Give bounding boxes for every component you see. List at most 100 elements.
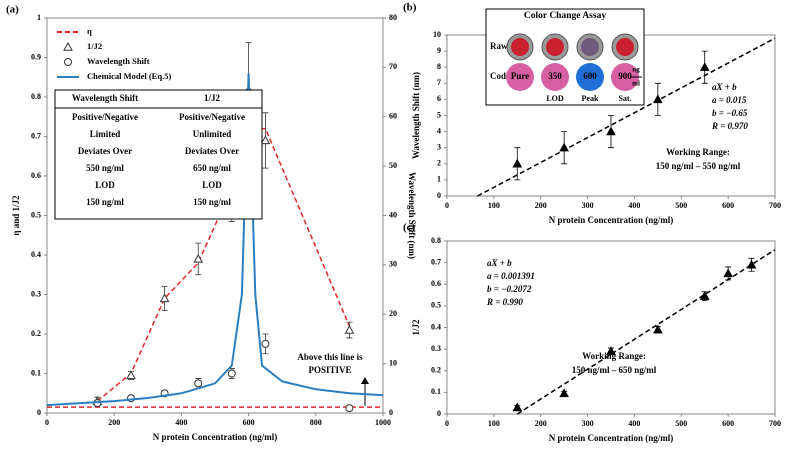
code-label: 900 xyxy=(618,71,632,81)
legend-swatch xyxy=(64,58,72,66)
code-note: Peak xyxy=(582,94,599,103)
working-range: Working Range: xyxy=(666,147,730,157)
y-tick-label: 0.7 xyxy=(31,131,41,140)
code-swatch xyxy=(541,63,569,91)
y-tick-label: 0.1 xyxy=(31,368,41,377)
table-cell: Deviates Over xyxy=(78,146,132,156)
inset-row-label: Code xyxy=(490,71,510,81)
table-header: 1/J2 xyxy=(204,93,221,103)
y-tick-label: 0.5 xyxy=(31,210,41,219)
line-series xyxy=(96,127,351,402)
y2-tick-label: 40 xyxy=(389,210,397,219)
x-tick-label: 200 xyxy=(535,419,547,428)
code-note: Sat. xyxy=(618,94,631,103)
raw-sample-core xyxy=(546,38,564,56)
y-tick-label: 0.8 xyxy=(31,92,41,101)
y-tick-label: 3 xyxy=(437,143,441,152)
code-note: LOD xyxy=(546,94,564,103)
y-tick-label: 0.5 xyxy=(431,301,441,310)
point xyxy=(559,388,569,398)
threshold-note: Above this line is xyxy=(297,352,363,362)
y2-tick-label: 0 xyxy=(389,408,393,417)
x-tick-label: 600 xyxy=(722,419,734,428)
y2-tick-label: 30 xyxy=(389,260,397,269)
panel-label: (b) xyxy=(403,2,417,14)
x-tick-label: 200 xyxy=(535,201,547,210)
point xyxy=(699,62,710,71)
fit-equation: aX + b xyxy=(712,82,737,92)
x-tick-label: 100 xyxy=(488,419,500,428)
y-tick-label: 0.9 xyxy=(31,52,41,61)
y-tick-label: 0 xyxy=(37,408,41,417)
point xyxy=(344,325,355,334)
raw-sample-core xyxy=(511,38,529,56)
x-tick-label: 0 xyxy=(445,419,449,428)
y-tick-label: 0.1 xyxy=(431,387,441,396)
code-label: 600 xyxy=(583,71,597,81)
line-series xyxy=(477,37,776,197)
point xyxy=(193,253,204,263)
x-axis-label: N protein Concentration (ng/ml) xyxy=(153,432,278,442)
y-tick-label: 0 xyxy=(437,191,441,200)
y-tick-label: 4 xyxy=(437,126,441,135)
y-tick-label: 0.2 xyxy=(31,329,41,338)
y-axis-label: 1/J2 xyxy=(411,319,421,336)
table-cell: Unlimited xyxy=(193,129,232,139)
point xyxy=(606,126,616,136)
threshold-arrowhead xyxy=(361,377,369,384)
x-tick-label: 700 xyxy=(769,419,781,428)
table-cell: LOD xyxy=(95,180,115,190)
y2-axis-label: Wavelength Shift (nm) xyxy=(407,172,417,259)
point xyxy=(512,402,523,412)
table-cell: Limited xyxy=(90,129,121,139)
y-tick-label: 0.8 xyxy=(431,236,441,245)
inset-title: Color Change Assay xyxy=(524,11,606,21)
y-axis-label: Wavelength Shift (nm) xyxy=(411,72,421,159)
fit-equation: aX + b xyxy=(487,258,512,268)
x-tick-label: 700 xyxy=(769,201,781,210)
fit-equation: a = 0.015 xyxy=(712,95,747,105)
inset-row-label: Raw xyxy=(490,41,508,51)
fit-equation: a = 0.001391 xyxy=(487,271,535,281)
table-cell: 650 ng/ml xyxy=(193,163,231,173)
legend-swatch xyxy=(63,41,73,51)
x-tick-label: 600 xyxy=(243,418,255,427)
x-tick-label: 0 xyxy=(445,201,449,210)
table-cell: Deviates Over xyxy=(185,146,239,156)
x-tick-label: 0 xyxy=(45,418,49,427)
x-tick-label: 200 xyxy=(108,418,120,427)
working-range: 150 ng/ml – 550 ng/ml xyxy=(656,161,741,171)
x-tick-label: 600 xyxy=(722,201,734,210)
table-cell: Positive/Negative xyxy=(179,112,245,122)
point xyxy=(159,293,170,303)
working-range: 150 ng/ml – 650 ng/ml xyxy=(572,365,657,375)
y-tick-label: 0.4 xyxy=(431,322,441,331)
y-tick-label: 1 xyxy=(437,175,441,184)
y-tick-label: 0.3 xyxy=(431,344,441,353)
y-tick-label: 6 xyxy=(437,94,441,103)
fit-equation: b = −0.65 xyxy=(712,108,748,118)
y-tick-label: 0.6 xyxy=(31,171,41,180)
y2-tick-label: 80 xyxy=(389,13,397,22)
x-tick-label: 100 xyxy=(488,201,500,210)
y2-tick-label: 10 xyxy=(389,358,397,367)
panel-label: (a) xyxy=(6,4,19,16)
table-cell: LOD xyxy=(202,180,222,190)
point xyxy=(260,135,271,145)
table-header: Wavelength Shift xyxy=(72,93,138,103)
x-tick-label: 400 xyxy=(628,419,640,428)
x-tick-label: 1000 xyxy=(375,418,391,427)
fit-equation: b = −0.2072 xyxy=(487,284,532,294)
point xyxy=(261,339,270,348)
raw-sample-core xyxy=(581,38,599,56)
y2-tick-label: 70 xyxy=(389,62,397,71)
fit-equation: R = 0.990 xyxy=(486,297,523,307)
x-tick-label: 500 xyxy=(675,201,687,210)
legend-label: 1/J2 xyxy=(87,41,102,51)
table-cell: 150 ng/ml xyxy=(193,197,231,207)
panel-label: (c) xyxy=(403,222,416,234)
y-tick-label: 5 xyxy=(437,110,441,119)
point xyxy=(345,404,354,413)
y-tick-label: 0.3 xyxy=(31,289,41,298)
